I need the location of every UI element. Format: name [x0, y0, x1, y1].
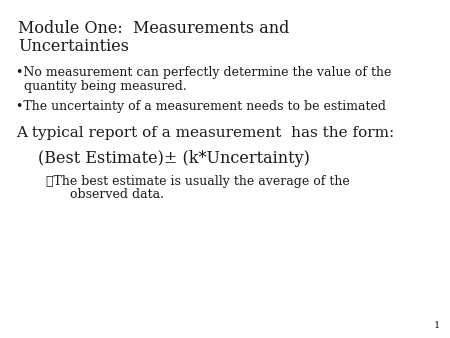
Text: •The uncertainty of a measurement needs to be estimated: •The uncertainty of a measurement needs …	[16, 100, 386, 113]
Text: •No measurement can perfectly determine the value of the: •No measurement can perfectly determine …	[16, 66, 392, 79]
Text: ➤The best estimate is usually the average of the: ➤The best estimate is usually the averag…	[46, 175, 350, 188]
Text: Module One:  Measurements and: Module One: Measurements and	[18, 20, 289, 37]
Text: 1: 1	[434, 321, 440, 330]
Text: quantity being measured.: quantity being measured.	[24, 80, 187, 93]
Text: Uncertainties: Uncertainties	[18, 38, 129, 55]
Text: observed data.: observed data.	[46, 188, 164, 201]
Text: A typical report of a measurement  has the form:: A typical report of a measurement has th…	[16, 126, 394, 140]
Text: (Best Estimate)± (k*Uncertainty): (Best Estimate)± (k*Uncertainty)	[38, 150, 310, 167]
